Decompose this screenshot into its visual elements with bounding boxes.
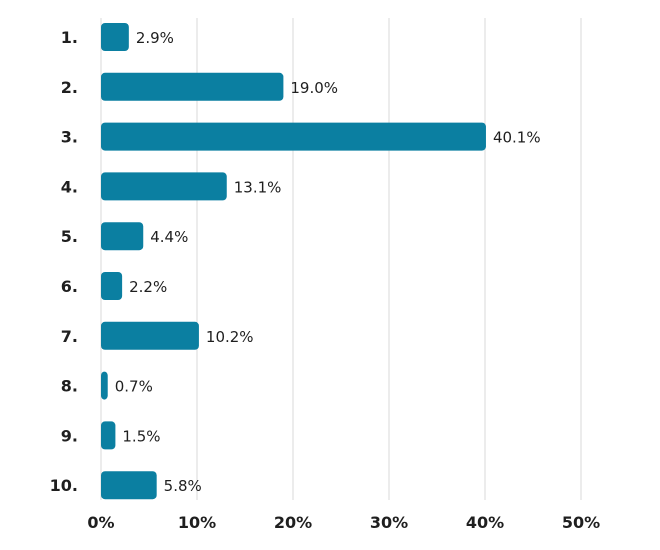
x-axis-tick-labels: 0% 10% 20% 30% 40% 50%: [87, 513, 600, 532]
data-label: 10.2%: [206, 328, 254, 346]
category-label: 9.: [61, 426, 78, 445]
data-label: 4.4%: [150, 228, 188, 246]
data-label: 2.2%: [129, 278, 167, 296]
x-tick-label: 50%: [562, 513, 600, 532]
bar: [101, 72, 284, 101]
bar: [101, 222, 144, 251]
category-label: 10.: [50, 476, 78, 495]
category-label: 6.: [61, 277, 78, 296]
x-tick-label: 20%: [274, 513, 312, 532]
category-label: 2.: [61, 78, 78, 97]
value-labels: 2.9% 19.0% 40.1% 13.1% 4.4% 2.2% 10.2% 0.7% 1.5%…: [115, 29, 541, 495]
bar: [101, 371, 108, 400]
bar: [101, 471, 157, 500]
category-label: 4.: [61, 177, 78, 196]
data-label: 1.5%: [122, 427, 160, 445]
data-label: 5.8%: [164, 477, 202, 495]
bar: [101, 172, 227, 201]
bars: [101, 23, 486, 500]
bar: [101, 272, 123, 300]
data-label: 19.0%: [290, 79, 338, 97]
bar: [101, 321, 199, 350]
x-tick-label: 0%: [87, 513, 114, 532]
category-label: 5.: [61, 227, 78, 246]
data-label: 2.9%: [136, 29, 174, 47]
category-labels: 1. 2. 3. 4. 5. 6. 7. 8. 9. 10.: [50, 28, 78, 495]
data-label: 40.1%: [493, 129, 541, 147]
x-tick-label: 30%: [370, 513, 408, 532]
bar: [101, 23, 129, 51]
x-tick-label: 10%: [178, 513, 216, 532]
category-label: 1.: [61, 28, 78, 47]
data-label: 13.1%: [234, 178, 282, 196]
bar: [101, 122, 486, 151]
category-label: 7.: [61, 327, 78, 346]
category-label: 8.: [61, 377, 78, 396]
category-label: 3.: [61, 128, 78, 147]
bar: [101, 421, 116, 450]
data-label: 0.7%: [115, 378, 153, 396]
x-tick-label: 40%: [466, 513, 504, 532]
